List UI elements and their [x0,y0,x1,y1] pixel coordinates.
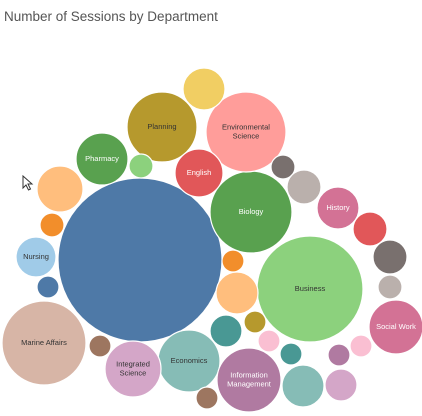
bubble-social-work[interactable] [368,299,422,355]
bubble-22[interactable] [324,368,358,402]
bubble-30[interactable] [243,310,267,334]
bubble-15[interactable] [36,165,84,213]
bubble-label-planning: Planning [147,122,176,131]
bubble-label-english: English [187,168,212,177]
bubble-pharmacy[interactable] [75,132,129,186]
bubble-27[interactable] [221,249,245,273]
bubble-34[interactable] [349,334,373,358]
bubble-19[interactable] [352,211,388,247]
bubble-label-integrated-science: Integrated Science [116,359,150,377]
bubble-16[interactable] [215,271,259,315]
bubble-english[interactable] [174,148,224,198]
bubble-label-history: History [326,203,350,212]
bubble-32[interactable] [279,342,303,366]
bubble-history[interactable] [316,186,360,230]
bubble-21[interactable] [286,169,322,205]
bubble-marine-affairs[interactable] [1,300,87,386]
bubble-nursing[interactable] [15,236,57,278]
bubble-23[interactable] [377,274,403,300]
bubble-label-marine-affairs: Marine Affairs [21,338,67,347]
bubble-integrated-science[interactable] [104,340,162,398]
bubble-label-nursing: Nursing [23,252,49,261]
bubble-28[interactable] [36,275,60,299]
bubble-label-social-work: Social Work [376,322,416,331]
bubble-label-business: Business [295,284,326,293]
bubble-17[interactable] [281,364,325,408]
chart-title: Number of Sessions by Department [4,9,218,24]
bubble-label-environmental-science: Environmental Science [222,122,270,140]
bubble-label-pharmacy: Pharmacy [85,154,119,163]
bubble-18[interactable] [270,154,296,180]
bubble-label-information-management: Information Management [227,370,272,388]
bubble-25[interactable] [372,239,408,275]
bubble-35[interactable] [195,386,219,410]
bubble-information-management[interactable] [216,347,282,413]
bubble-planning[interactable] [126,91,198,163]
bubble-33[interactable] [327,343,351,367]
bubble-29[interactable] [88,334,112,358]
mouse-pointer-icon [22,175,34,191]
bubble-label-biology: Biology [239,207,264,216]
bubble-environmental-science[interactable] [205,91,287,173]
bubble-24[interactable] [128,153,154,179]
bubble-0[interactable] [57,177,223,343]
bubble-31[interactable] [257,329,281,353]
bubble-20[interactable] [209,314,243,348]
bubble-26[interactable] [39,212,65,238]
bubble-label-economics: Economics [171,356,208,365]
bubble-14[interactable] [182,67,226,111]
